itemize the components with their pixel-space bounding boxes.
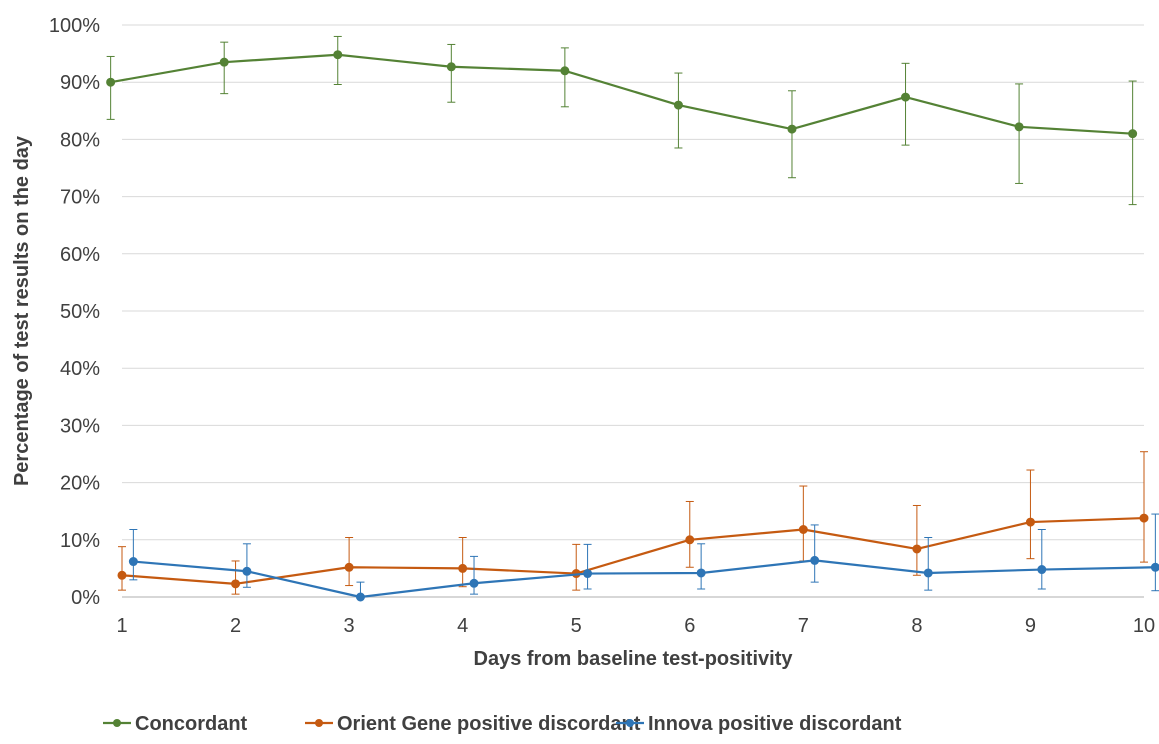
legend-label: Concordant (135, 713, 248, 735)
data-point (1128, 129, 1138, 139)
x-axis-title: Days from baseline test-positivity (474, 648, 794, 670)
data-point (231, 579, 241, 589)
data-point (1025, 517, 1035, 527)
legend-label: Orient Gene positive discordant (337, 713, 641, 735)
data-point (333, 50, 343, 60)
y-tick-label: 20% (60, 473, 100, 495)
x-tick-label: 4 (457, 615, 468, 637)
y-tick-label: 80% (60, 129, 100, 151)
y-tick-label: 70% (60, 187, 100, 209)
gridlines (122, 24, 1144, 541)
data-point (469, 578, 479, 588)
y-tick-label: 10% (60, 530, 100, 552)
series-innova-positive-discordant (128, 513, 1159, 602)
x-tick-label: 5 (571, 615, 582, 637)
data-point (696, 568, 706, 578)
data-point (458, 563, 468, 573)
y-axis-title: Percentage of test results on the day (11, 135, 33, 486)
legend-swatch-marker (113, 719, 121, 727)
data-point (685, 535, 695, 545)
x-tick-label: 10 (1133, 615, 1155, 637)
y-tick-label: 100% (49, 15, 100, 37)
data-point (106, 77, 116, 87)
x-tick-label: 1 (116, 615, 127, 637)
data-point (344, 562, 354, 572)
y-tick-label: 0% (71, 587, 100, 609)
data-point (446, 62, 456, 72)
y-tick-label: 30% (60, 415, 100, 437)
series-concordant (106, 35, 1138, 206)
data-point (1139, 513, 1149, 523)
data-point (787, 124, 797, 134)
data-point (1037, 565, 1047, 575)
x-tick-label: 2 (230, 615, 241, 637)
y-tick-label: 60% (60, 244, 100, 266)
legend-label: Innova positive discordant (648, 713, 902, 735)
data-point (912, 544, 922, 554)
data-point (901, 92, 911, 102)
data-point (128, 557, 138, 567)
data-point (923, 568, 933, 578)
legend-swatch-marker (626, 719, 634, 727)
x-tick-label: 6 (684, 615, 695, 637)
x-tick-label: 9 (1025, 615, 1036, 637)
data-point (810, 555, 820, 565)
data-point (1014, 122, 1024, 132)
data-point (1150, 562, 1159, 572)
y-tick-label: 40% (60, 358, 100, 380)
x-tick-label: 7 (798, 615, 809, 637)
legend: Concordant Orient Gene positive discordan… (103, 713, 902, 735)
series-line (110, 53, 1133, 135)
y-tick-label: 50% (60, 301, 100, 323)
y-tick-label: 90% (60, 72, 100, 94)
data-point (798, 525, 808, 535)
series-line (133, 559, 1156, 599)
x-tick-label: 8 (911, 615, 922, 637)
data-point (355, 592, 365, 602)
data-point (560, 66, 570, 76)
data-point (117, 570, 127, 580)
series-layer (106, 35, 1159, 602)
data-point (219, 57, 229, 67)
data-point (242, 566, 252, 576)
x-axis-ticks: 1 2 3 4 5 6 7 8 9 10 (116, 615, 1155, 637)
series-line (121, 516, 1145, 585)
legend-swatch-marker (315, 719, 323, 727)
legend-item: Orient Gene positive discordant (305, 713, 641, 735)
data-point (673, 100, 683, 110)
data-point (583, 569, 593, 579)
y-axis-ticks: 0% 10% 20% 30% 40% 50% 60% 70% 80% 90% 100% (49, 15, 100, 609)
legend-item: Innova positive discordant (616, 713, 902, 735)
legend-item: Concordant (103, 713, 248, 735)
x-tick-label: 3 (344, 615, 355, 637)
